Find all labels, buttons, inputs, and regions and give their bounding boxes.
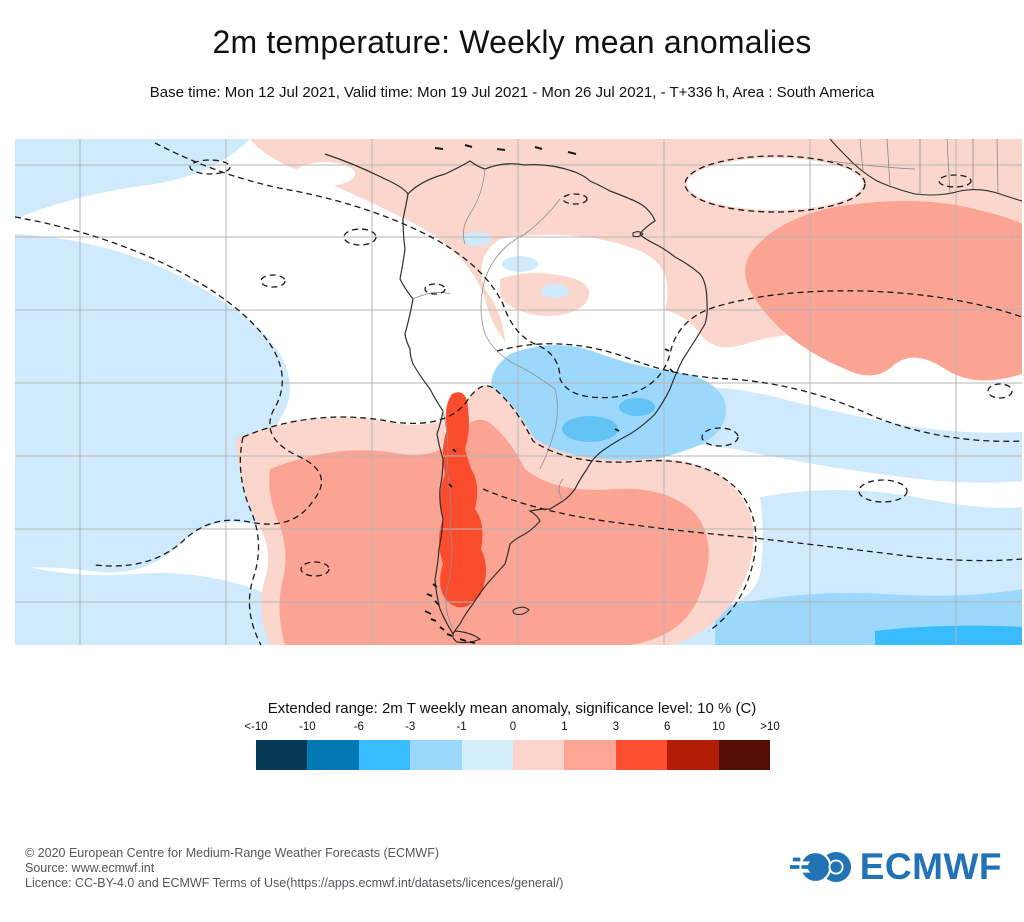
legend-tick: 3: [612, 721, 619, 733]
significance-contours: [15, 142, 1022, 645]
anomaly-map-svg: [15, 139, 1022, 645]
colorbar-segment: [513, 740, 565, 770]
colorbar-segment: [667, 740, 719, 770]
legend-tick: -3: [405, 721, 416, 733]
colorbar-segment: [410, 740, 462, 770]
colorbar-segment: [564, 740, 616, 770]
legend-title: Extended range: 2m T weekly mean anomaly…: [267, 700, 757, 717]
anomaly-map: [15, 139, 1022, 645]
colorbar-segment: [461, 740, 514, 770]
legend-tick: <-10: [244, 721, 268, 733]
legend-tick: 10: [712, 721, 725, 733]
coastlines: [324, 139, 1022, 644]
footer-source: Source: www.ecmwf.int: [25, 861, 155, 875]
ecmwf-logo-text: ECMWF: [859, 846, 1002, 887]
page-title: 2m temperature: Weekly mean anomalies: [212, 24, 812, 60]
colorbar-segment: [615, 740, 668, 770]
page-subtitle: Base time: Mon 12 Jul 2021, Valid time: …: [149, 84, 875, 101]
legend-tick: -6: [353, 721, 364, 733]
legend-tick: 6: [663, 721, 671, 733]
legend-ticks: <-10 -10 -6 -3 -1 0 1 3 6 10 >10: [244, 721, 779, 735]
ecmwf-logo-icon: [789, 850, 851, 884]
legend-tick: 0: [509, 721, 517, 733]
footer-licence: Licence: CC-BY-4.0 and ECMWF Terms of Us…: [25, 876, 564, 890]
colorbar: [256, 740, 771, 770]
colorbar-segment: [358, 740, 411, 770]
colorbar-segment: [718, 740, 771, 770]
footer: © 2020 European Centre for Medium-Range …: [25, 846, 563, 891]
colorbar-segment: [256, 740, 308, 770]
ecmwf-logo: ECMWF: [789, 846, 1002, 888]
footer-copyright: © 2020 European Centre for Medium-Range …: [25, 846, 440, 860]
legend-tick: 1: [561, 721, 568, 733]
legend-tick: >10: [760, 721, 780, 733]
graticule: [15, 139, 1022, 645]
colorbar-segment: [307, 740, 359, 770]
legend-tick: -1: [456, 721, 467, 733]
legend-tick: -10: [299, 721, 316, 733]
